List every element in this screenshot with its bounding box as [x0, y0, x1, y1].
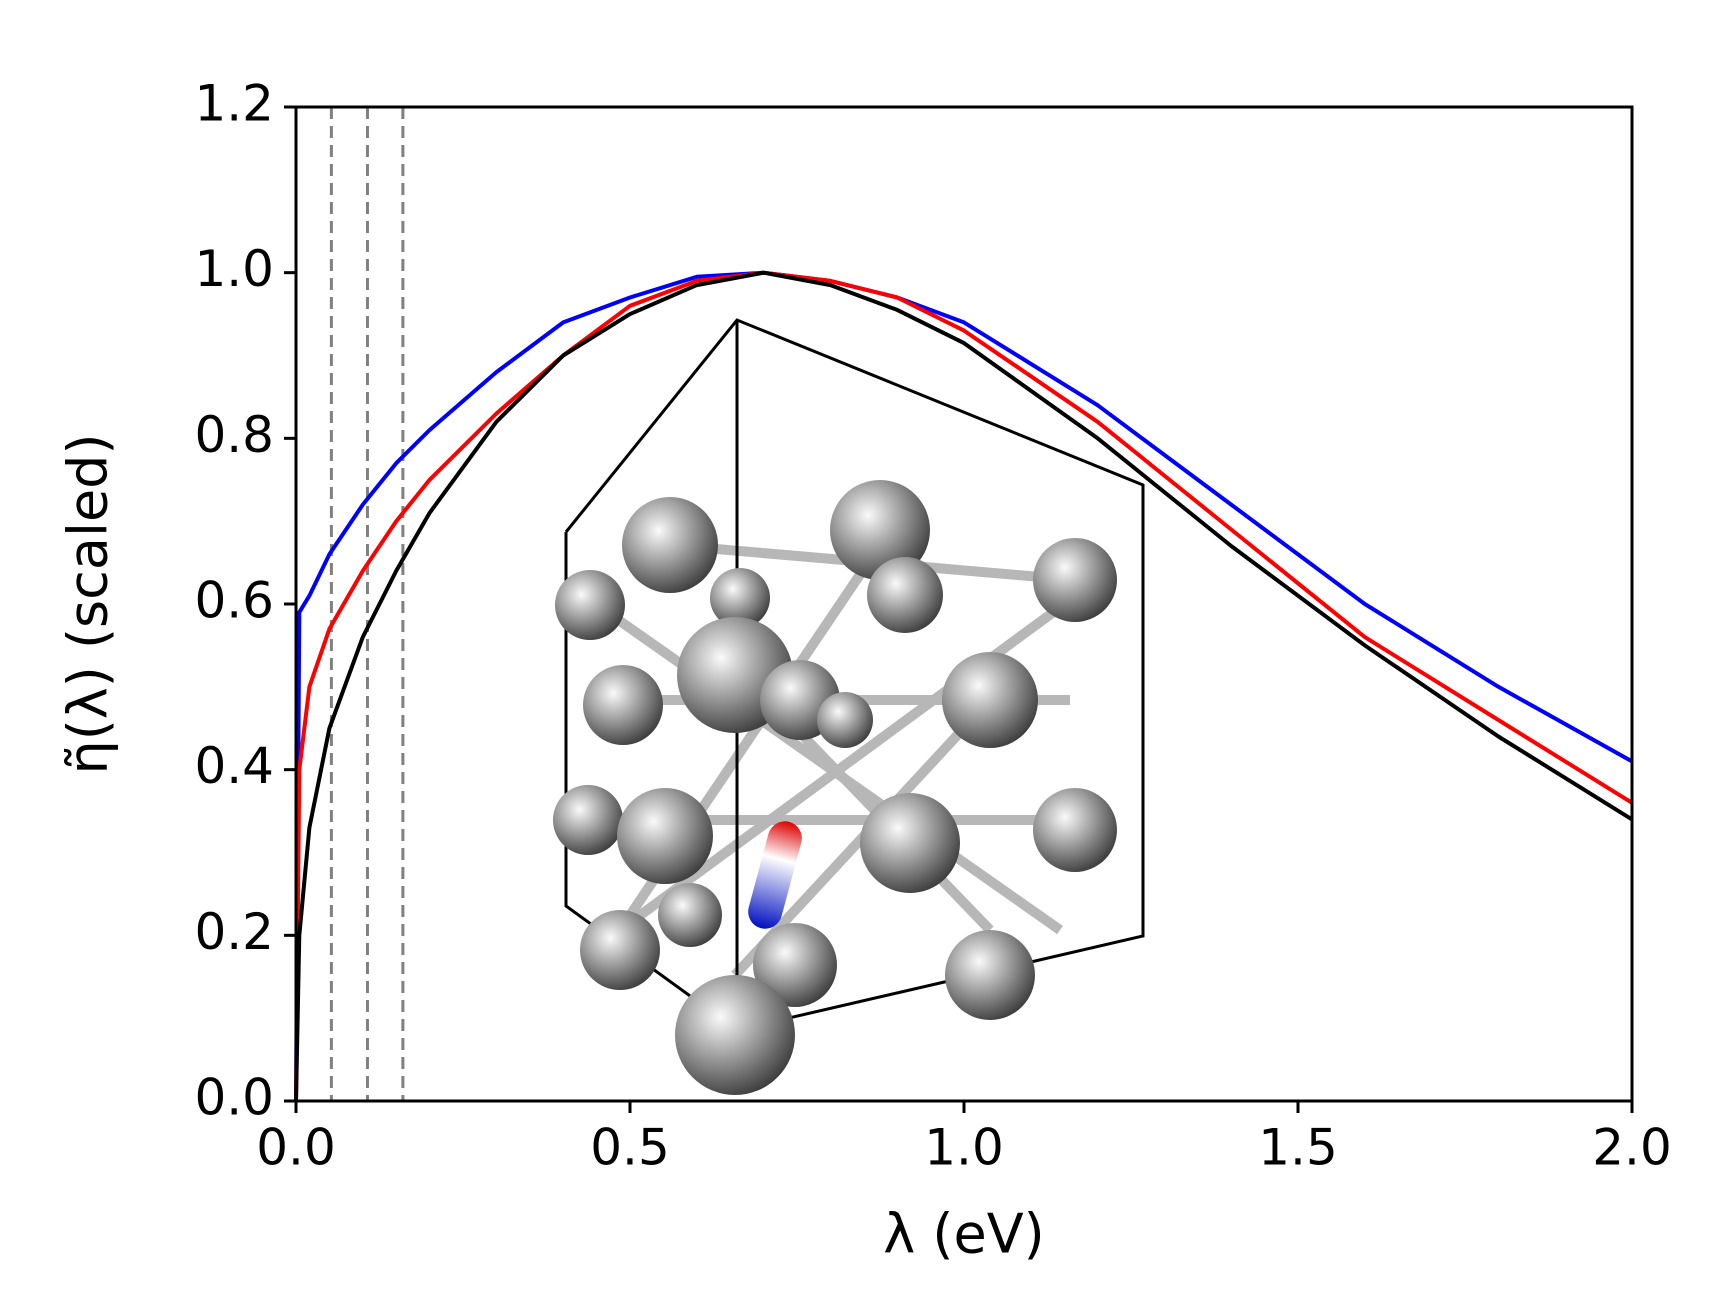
x-tick-label: 0.0 — [256, 1119, 336, 1177]
y-tick-label: 0.4 — [194, 737, 274, 795]
data-line — [294, 270, 1634, 1102]
x-tick-label: 2.0 — [1592, 1119, 1672, 1177]
x-axis-label: λ (eV) — [883, 1203, 1044, 1266]
y-tick-label: 0.6 — [194, 572, 274, 630]
y-tick-label: 0.2 — [194, 903, 274, 961]
data-line — [294, 270, 1634, 1102]
crystal-inset — [553, 318, 1145, 1095]
data-line — [294, 270, 1633, 1102]
y-axis-label: η̃(λ) (scaled) — [57, 433, 120, 774]
y-tick-label: 0.0 — [194, 1069, 274, 1127]
y-tick-label: 0.8 — [194, 406, 274, 464]
y-tick-label: 1.0 — [194, 240, 274, 298]
y-tick-label: 1.2 — [194, 75, 274, 133]
x-tick-label: 1.0 — [924, 1119, 1004, 1177]
x-tick-label: 0.5 — [590, 1119, 670, 1177]
x-tick-label: 1.5 — [1258, 1119, 1338, 1177]
